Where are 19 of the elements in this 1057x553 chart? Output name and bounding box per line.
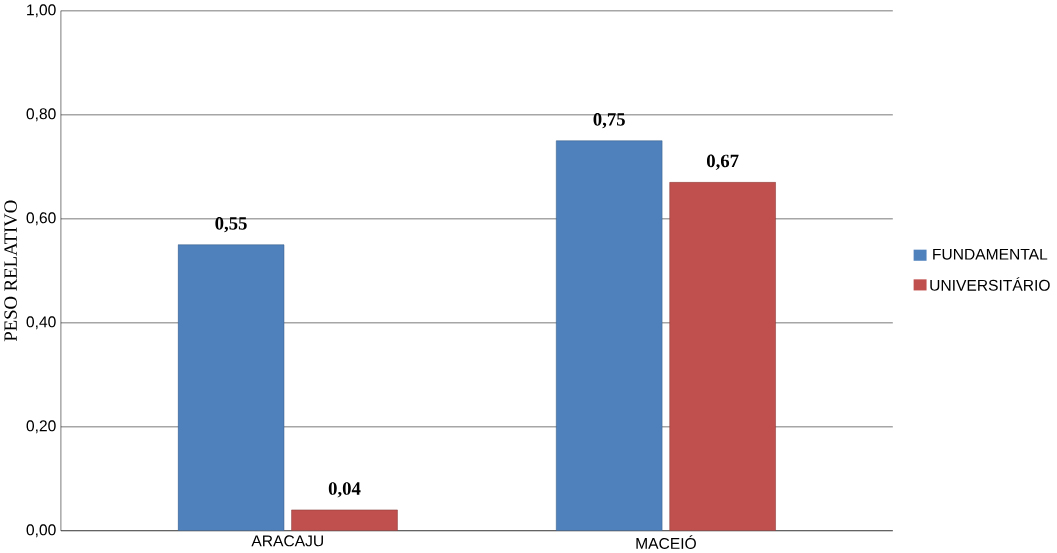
legend-label: FUNDAMENTAL: [933, 248, 1048, 260]
y-tick-label: 0,40: [26, 316, 56, 330]
data-label: 0,67: [706, 154, 739, 170]
bar: [556, 140, 663, 531]
y-tick-label: 0,20: [26, 420, 56, 434]
y-tick-label: 0,80: [26, 108, 56, 122]
data-label: 0,04: [328, 482, 361, 498]
data-label: 0,55: [215, 216, 247, 233]
x-tick-label: ARACAJU: [251, 535, 323, 547]
bar: [291, 509, 398, 531]
y-tick-label: 1,00: [27, 4, 56, 18]
data-label: 0,75: [593, 112, 625, 129]
legend-label: UNIVERSITÁRIO: [930, 277, 1050, 291]
y-tick-label: 0,00: [26, 524, 56, 538]
x-tick-label: MACEIÓ: [636, 535, 696, 549]
bar: [669, 181, 776, 531]
bar: [177, 244, 285, 531]
y-tick-label: 0,60: [26, 212, 56, 226]
y-axis-title: PESO RELATIVO: [4, 200, 18, 342]
